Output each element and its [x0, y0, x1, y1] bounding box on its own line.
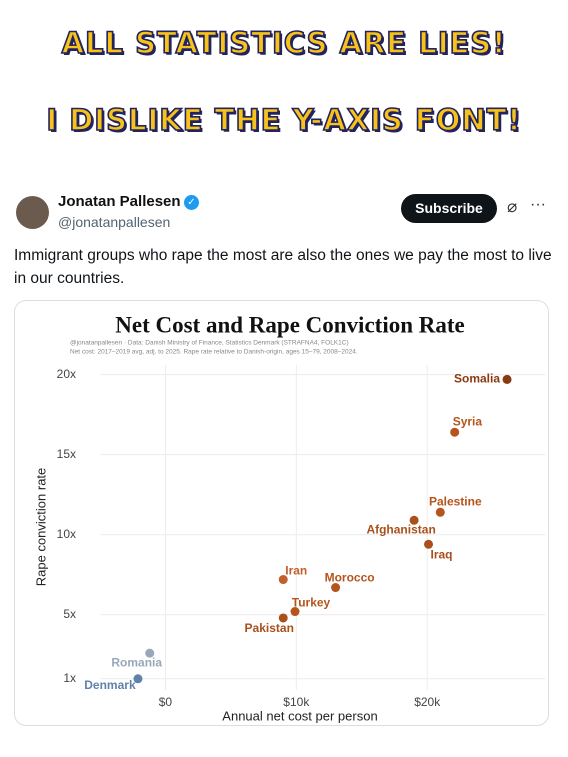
point-label: Afghanistan	[366, 522, 435, 536]
chart-title: Net Cost and Rape Conviction Rate	[115, 312, 464, 337]
point-label: Turkey	[292, 596, 331, 610]
y-tick-label: 5x	[63, 607, 76, 621]
subscribe-button[interactable]: Subscribe	[401, 194, 497, 223]
point-label: Iraq	[431, 547, 453, 561]
verified-badge: ✓	[184, 195, 199, 210]
y-tick-label: 15x	[57, 447, 76, 461]
more-icon[interactable]: ···	[530, 196, 546, 213]
y-tick-label: 20x	[57, 367, 76, 381]
point	[502, 374, 512, 384]
chart-subtitle: Net cost: 2017–2019 avg, adj. to 2025. R…	[70, 349, 358, 356]
point	[331, 583, 341, 593]
x-tick-label: $20k	[414, 695, 441, 709]
point	[278, 613, 288, 623]
x-tick-label: $0	[159, 695, 173, 709]
meme-caption: I DISLIKE THE Y-AXIS FONT!	[46, 102, 522, 138]
point-label: Palestine	[429, 494, 482, 508]
point-label: Iran	[285, 564, 307, 578]
meme-caption: ALL STATISTICS ARE LIES!	[61, 25, 507, 61]
point-label: Romania	[111, 655, 162, 669]
point	[145, 648, 155, 658]
point	[424, 539, 434, 549]
avatar[interactable]	[16, 196, 49, 229]
author-name[interactable]: Jonatan Pallesen	[58, 193, 181, 210]
media-card[interactable]	[14, 300, 549, 726]
point	[450, 427, 460, 437]
point-label: Somalia	[454, 372, 500, 386]
y-tick-label: 1x	[63, 671, 76, 685]
chart-subtitle: @jonatanpallesen · Data: Danish Ministry…	[70, 340, 349, 347]
point	[435, 507, 445, 517]
point	[290, 607, 300, 617]
grok-icon[interactable]: ⌀	[507, 197, 518, 216]
point	[133, 674, 143, 684]
point	[278, 575, 288, 585]
point	[409, 515, 419, 525]
point-label: Pakistan	[245, 621, 294, 635]
y-tick-label: 10x	[57, 527, 76, 541]
point-label: Syria	[453, 414, 483, 428]
point-label: Denmark	[84, 678, 136, 692]
author-handle[interactable]: @jonatanpallesen	[58, 214, 171, 230]
tweet-text: Immigrant groups who rape the most are a…	[14, 247, 552, 287]
y-axis-label: Rape conviction rate	[33, 468, 48, 587]
x-tick-label: $10k	[283, 695, 310, 709]
x-axis-label: Annual net cost per person	[222, 708, 377, 723]
point-label: Morocco	[325, 571, 375, 585]
